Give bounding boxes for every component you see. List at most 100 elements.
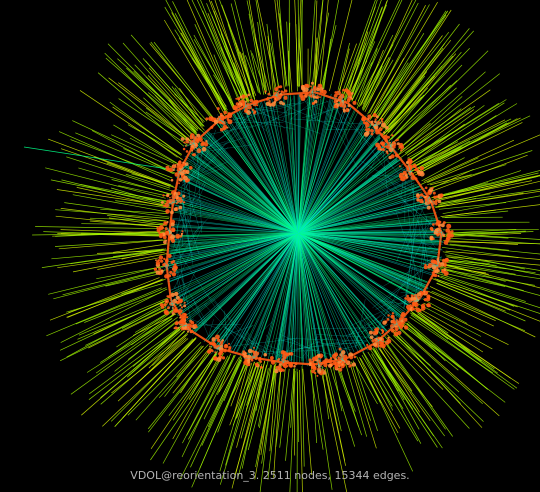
node <box>402 170 407 175</box>
edge <box>192 232 299 335</box>
node <box>424 186 428 190</box>
edge <box>209 324 221 338</box>
edge <box>86 317 173 373</box>
node <box>211 349 214 353</box>
edge <box>207 295 264 354</box>
edge <box>241 361 266 469</box>
node <box>249 98 254 103</box>
node <box>178 198 183 203</box>
node <box>351 92 354 95</box>
edge <box>66 156 174 192</box>
node <box>173 207 178 212</box>
edge <box>301 335 319 359</box>
edge <box>314 37 318 85</box>
edge <box>297 232 303 362</box>
edge <box>312 91 321 93</box>
edge <box>183 177 200 227</box>
edge <box>289 232 299 361</box>
edge <box>329 0 353 92</box>
edge <box>58 239 167 250</box>
edge <box>41 249 163 268</box>
edge <box>341 324 388 337</box>
edge <box>127 124 180 155</box>
edge <box>62 270 160 296</box>
edge <box>354 0 403 103</box>
edge <box>270 232 299 363</box>
edge <box>206 131 299 234</box>
edge <box>230 338 296 347</box>
node <box>169 196 171 199</box>
node <box>258 358 262 362</box>
node-cluster <box>205 107 233 132</box>
node <box>226 126 229 129</box>
edge <box>351 311 372 339</box>
node <box>382 320 387 325</box>
edge <box>186 317 222 330</box>
edge <box>374 342 431 422</box>
node <box>217 338 221 343</box>
edge <box>426 154 528 194</box>
edge <box>417 313 511 379</box>
edge <box>391 82 445 140</box>
edge <box>185 323 186 326</box>
node <box>184 313 187 316</box>
node <box>279 368 284 372</box>
node-cluster <box>404 290 431 313</box>
edge <box>80 183 168 203</box>
edge <box>174 239 208 244</box>
node <box>400 176 406 182</box>
node <box>183 304 187 308</box>
outer-edges <box>23 0 540 492</box>
edge <box>126 326 187 378</box>
edge <box>311 0 324 90</box>
node <box>175 327 178 330</box>
edge <box>431 262 438 266</box>
edge <box>401 187 416 207</box>
edge <box>275 90 280 96</box>
edge <box>423 302 509 346</box>
node <box>247 93 250 97</box>
node <box>314 355 319 361</box>
edge <box>170 226 299 234</box>
edge <box>218 345 223 349</box>
edge <box>412 312 498 374</box>
edge <box>57 251 165 269</box>
edge <box>297 0 302 87</box>
edge <box>35 226 165 230</box>
node <box>370 132 374 136</box>
edge <box>175 201 299 234</box>
node <box>343 354 348 359</box>
node <box>365 128 368 132</box>
edge <box>429 286 536 338</box>
edge <box>431 265 438 266</box>
edge <box>437 229 442 233</box>
edge <box>297 106 352 234</box>
edge <box>185 133 213 188</box>
node <box>268 100 271 103</box>
edge <box>182 276 192 324</box>
edge <box>188 164 192 223</box>
edge <box>373 347 397 387</box>
edge <box>443 263 506 282</box>
edge <box>75 287 167 325</box>
edge <box>243 106 246 110</box>
node <box>165 209 170 214</box>
node <box>157 259 160 262</box>
edge <box>446 241 540 245</box>
edge <box>297 170 408 234</box>
node <box>155 260 161 265</box>
node <box>410 175 416 181</box>
node <box>162 235 167 240</box>
edge <box>91 130 173 174</box>
node <box>378 127 383 132</box>
node-cluster <box>333 88 357 113</box>
node <box>370 129 374 133</box>
edge <box>56 189 166 206</box>
edge <box>235 117 295 130</box>
edge <box>95 318 173 374</box>
edge <box>165 265 172 300</box>
edge <box>297 232 404 315</box>
edge <box>297 94 312 234</box>
edge <box>66 280 162 318</box>
node <box>400 318 403 321</box>
